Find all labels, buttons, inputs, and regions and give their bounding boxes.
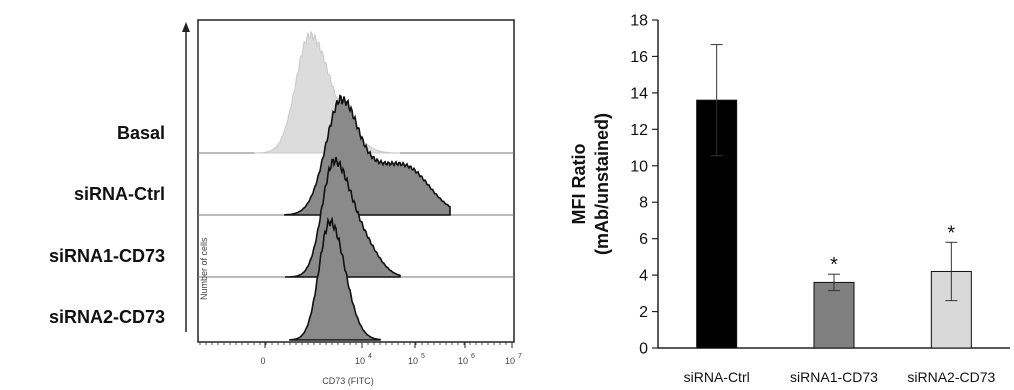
bar-y-tick-label: 14	[630, 85, 648, 102]
bar-y-tick-label: 6	[639, 231, 648, 248]
significance-marker: *	[947, 222, 955, 244]
bar-category-label: siRNA1-CD73	[790, 369, 878, 385]
bar-y-tick-label: 0	[639, 341, 648, 358]
bar-y-tick-label: 2	[639, 304, 648, 321]
hist-y-axis-label: Number of cells	[199, 237, 209, 300]
bar-marks: siRNA-Ctrl * siRNA1-CD73 * siRNA2-CD73	[684, 44, 995, 385]
histogram-sirna1-cd73	[285, 157, 401, 278]
row-label-sirna-ctrl: siRNA-Ctrl	[74, 184, 165, 204]
row-label-sirna1-cd73: siRNA1-CD73	[49, 246, 165, 266]
hist-x-tick-exponent: 7	[518, 353, 522, 360]
bar-sirna1-cd73	[813, 281, 855, 349]
hist-x-tick-label: 0	[260, 356, 265, 366]
bar-y-tick-label: 18	[630, 13, 648, 30]
bar-y-tick-label: 16	[630, 49, 648, 66]
significance-marker: *	[830, 254, 838, 276]
bar-category-label: siRNA-Ctrl	[684, 369, 750, 385]
histogram-curves	[254, 30, 451, 341]
bar-y-tick-label: 8	[639, 195, 648, 212]
y-arrow-head-icon	[182, 22, 190, 32]
hist-x-tick-label: 10	[458, 356, 468, 366]
bar-y-tick-label: 4	[639, 268, 648, 285]
row-label-basal: Basal	[117, 123, 165, 143]
row-label-sirna2-cd73: siRNA2-CD73	[49, 307, 165, 327]
hist-x-tick-exponent: 6	[471, 353, 475, 360]
histogram-panel: Number of cells Basal siRNA-Ctrl siRNA1-…	[49, 19, 522, 386]
hist-x-axis-label: CD73 (FITC)	[322, 376, 374, 386]
hist-x-axis-ticks: 0 10 4 10 5 10 6 10 7	[199, 342, 522, 366]
bar-y-tick-label: 10	[630, 158, 648, 175]
hist-x-tick-label: 10	[505, 356, 515, 366]
hist-x-tick-label: 10	[355, 356, 365, 366]
hist-x-tick-exponent: 5	[421, 353, 425, 360]
hist-x-tick-exponent: 4	[368, 353, 372, 360]
bar-y-label-line2: (mAb/unstained)	[592, 113, 612, 255]
hist-x-tick-label: 10	[408, 356, 418, 366]
bar-category-label: siRNA2-CD73	[907, 369, 995, 385]
bar-y-tick-label: 12	[630, 122, 648, 139]
bar-y-label-line1: MFI Ratio	[569, 144, 589, 225]
histogram-basal	[254, 30, 400, 154]
histogram-sirna2-cd73	[289, 216, 381, 341]
